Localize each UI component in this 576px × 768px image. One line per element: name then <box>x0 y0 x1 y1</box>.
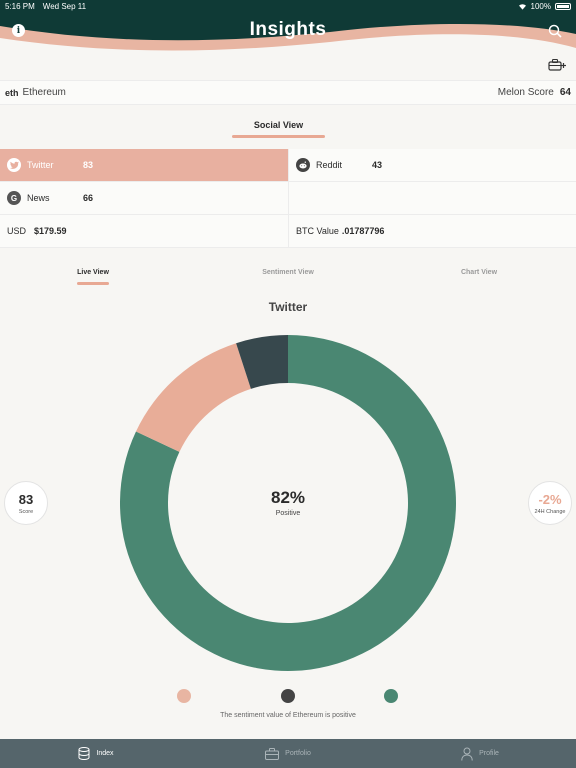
tab-sentiment-view-label: Sentiment View <box>262 269 314 276</box>
battery-icon <box>555 2 571 10</box>
page-title: Insights <box>249 19 327 40</box>
tab-sentiment-view[interactable]: Sentiment View <box>243 269 333 276</box>
reddit-value: 43 <box>372 160 383 170</box>
tab-underline <box>77 282 109 285</box>
usd-value: $179.59 <box>34 226 67 236</box>
reddit-label: Reddit <box>316 160 343 170</box>
reddit-icon <box>296 158 310 172</box>
bottom-nav: Index Portfolio Profile <box>0 739 576 768</box>
empty-cell <box>288 182 576 214</box>
tab-live-view-label: Live View <box>77 269 109 276</box>
center-label: Positive <box>275 510 301 517</box>
donut-slice-negative <box>135 343 251 452</box>
twitter-value: 83 <box>83 160 94 170</box>
status-time: 5:16 PM <box>5 1 35 11</box>
nav-profile-label: Profile <box>479 750 499 757</box>
legend-dot-neutral <box>281 689 295 703</box>
melon-score-value: 64 <box>559 87 571 98</box>
score-circle: 83 Score <box>4 481 48 525</box>
change-value: -2% <box>538 491 562 507</box>
header: i Insights <box>0 12 576 78</box>
chart-title: Twitter <box>268 300 308 314</box>
source-reddit[interactable]: Reddit 43 <box>288 149 576 181</box>
search-icon[interactable] <box>548 24 562 38</box>
melon-score-label: Melon Score <box>497 87 554 98</box>
tab-live-view[interactable]: Live View <box>48 269 138 285</box>
legend-dot-negative <box>177 689 191 703</box>
source-grid: Twitter 83 Reddit 43 G News 66 USD $179.… <box>0 149 576 248</box>
score-value: 83 <box>18 491 34 507</box>
add-to-portfolio-icon[interactable] <box>548 58 566 72</box>
source-twitter[interactable]: Twitter 83 <box>0 149 288 181</box>
news-label: News <box>27 193 50 203</box>
sentiment-caption: The sentiment value of Ethereum is posit… <box>220 712 356 719</box>
nav-portfolio[interactable]: Portfolio <box>192 739 384 768</box>
sentiment-donut-chart <box>120 335 457 671</box>
tab-social-view[interactable]: Social View <box>232 120 325 138</box>
info-icon[interactable]: i <box>12 24 25 37</box>
header-wave <box>0 12 576 51</box>
change-label: 24H Change <box>534 508 566 515</box>
status-bar: 5:16 PM Wed Sep 11 100% <box>0 0 576 12</box>
status-date: Wed Sep 11 <box>42 1 87 11</box>
database-icon <box>78 747 90 760</box>
nav-index-label: Index <box>96 750 114 757</box>
btc-value: BTC Value .01787796 <box>288 215 576 247</box>
person-icon <box>461 747 473 761</box>
usd-price: USD $179.59 <box>0 215 288 247</box>
donut-slice-neutral <box>236 335 288 389</box>
asset-name: Ethereum <box>22 87 66 98</box>
legend-dot-positive <box>384 689 398 703</box>
score-label: Score <box>18 508 34 515</box>
nav-profile[interactable]: Profile <box>384 739 576 768</box>
google-news-icon: G <box>7 191 21 205</box>
twitter-label: Twitter <box>27 160 54 170</box>
btc-value-number: .01787796 <box>341 226 385 236</box>
battery-percent: 100% <box>530 1 551 11</box>
wifi-icon <box>518 3 526 10</box>
source-news[interactable]: G News 66 <box>0 182 288 214</box>
asset-row[interactable]: eth Ethereum Melon Score 64 <box>0 80 576 105</box>
nav-index[interactable]: Index <box>0 739 192 768</box>
twitter-icon <box>7 158 21 172</box>
view-tabs: Live View Sentiment View Chart View <box>0 269 576 291</box>
nav-portfolio-label: Portfolio <box>285 750 311 757</box>
center-percentage: 82% <box>270 488 306 507</box>
briefcase-icon <box>265 747 280 760</box>
news-value: 66 <box>83 193 94 203</box>
chart-legend <box>0 689 576 703</box>
tab-chart-view[interactable]: Chart View <box>434 269 524 276</box>
btc-label: BTC Value <box>296 226 339 236</box>
tab-social-view-label: Social View <box>253 120 304 130</box>
tab-chart-view-label: Chart View <box>460 269 498 276</box>
usd-label: USD <box>7 226 27 236</box>
tab-underline <box>232 135 325 138</box>
change-circle: -2% 24H Change <box>528 481 572 525</box>
asset-symbol: eth <box>5 87 19 98</box>
